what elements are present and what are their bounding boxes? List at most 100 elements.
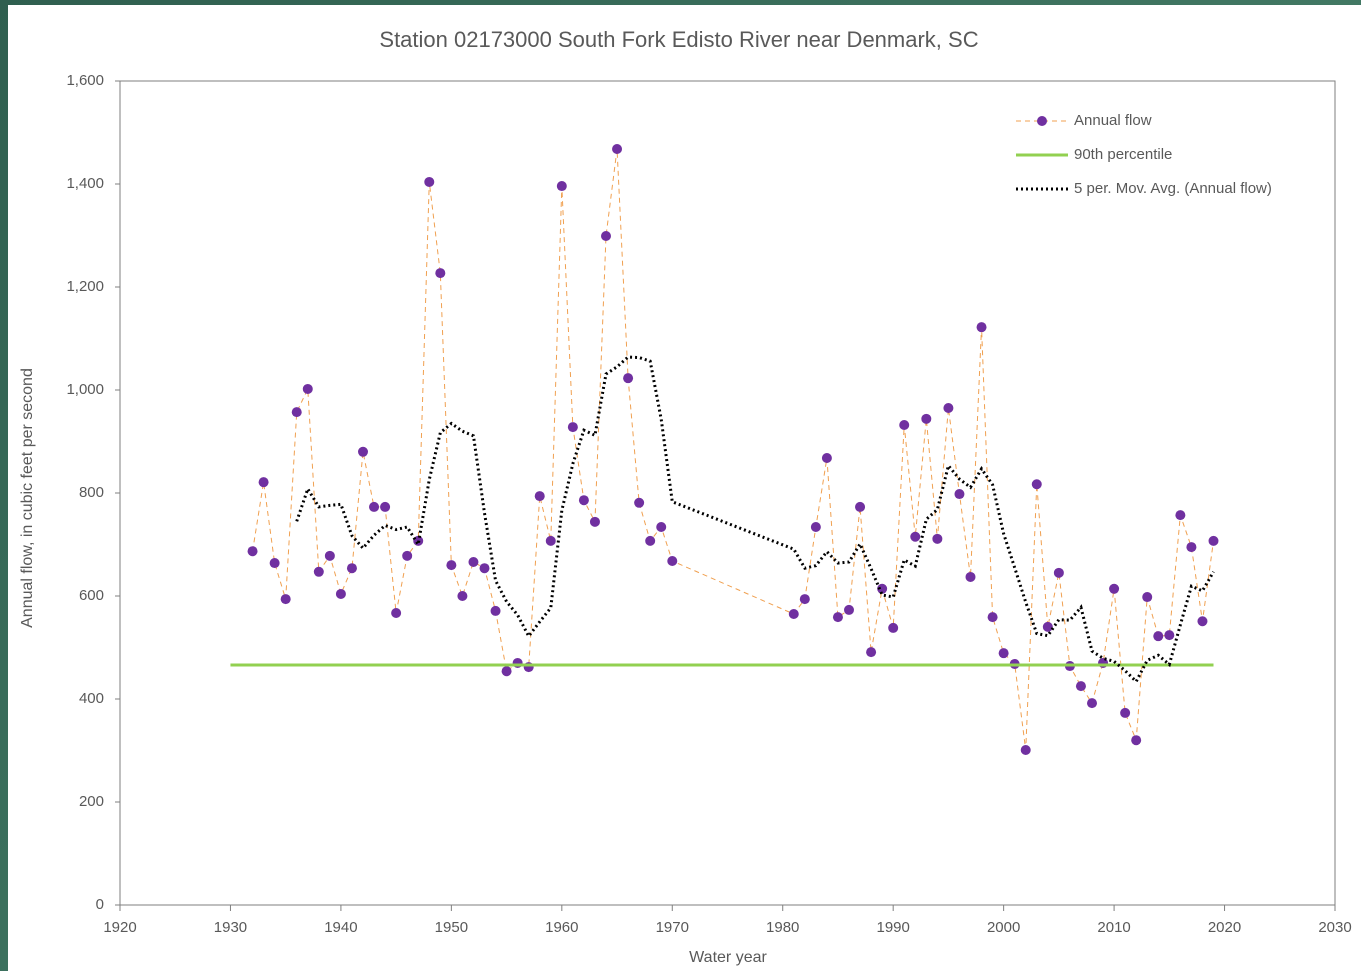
data-point bbox=[567, 422, 578, 433]
y-tick-label: 400 bbox=[79, 690, 104, 707]
legend-label: 90th percentile bbox=[1074, 146, 1172, 163]
data-point bbox=[247, 546, 258, 557]
data-point bbox=[1164, 630, 1175, 641]
x-tick-label: 1950 bbox=[435, 919, 468, 936]
x-axis-label: Water year bbox=[689, 949, 767, 966]
data-point bbox=[910, 531, 921, 542]
data-point bbox=[976, 322, 987, 333]
plot-frame bbox=[119, 80, 1336, 906]
legend-marker bbox=[1037, 116, 1047, 126]
data-point bbox=[634, 497, 645, 508]
data-point bbox=[468, 557, 479, 568]
data-point bbox=[1020, 744, 1031, 755]
data-point bbox=[1197, 616, 1208, 627]
data-point bbox=[534, 491, 545, 502]
y-tick-label: 200 bbox=[79, 793, 104, 810]
data-point bbox=[1153, 631, 1164, 642]
data-point bbox=[490, 605, 501, 616]
series-line bbox=[295, 355, 1215, 684]
data-point bbox=[1109, 583, 1120, 594]
data-point bbox=[369, 501, 380, 512]
data-point bbox=[457, 591, 468, 601]
data-point bbox=[866, 647, 877, 658]
data-point bbox=[877, 583, 888, 594]
data-point bbox=[921, 413, 932, 424]
data-point bbox=[346, 563, 357, 574]
data-point bbox=[888, 622, 899, 633]
chart: Station 02173000 South Fork Edisto River… bbox=[8, 5, 1361, 971]
data-point bbox=[998, 648, 1009, 659]
data-point bbox=[1186, 542, 1197, 553]
y-tick-label: 1,000 bbox=[66, 381, 104, 398]
data-point bbox=[391, 607, 402, 618]
data-point bbox=[965, 571, 976, 582]
data-point bbox=[324, 550, 335, 561]
data-point bbox=[832, 612, 843, 623]
x-tick-label: 2030 bbox=[1318, 919, 1351, 936]
x-tick-label: 1940 bbox=[324, 919, 357, 936]
data-point bbox=[656, 521, 667, 532]
data-point bbox=[291, 407, 302, 418]
data-point bbox=[855, 501, 866, 512]
data-point bbox=[623, 373, 634, 384]
data-point bbox=[645, 535, 656, 546]
data-point bbox=[943, 403, 954, 414]
data-point bbox=[302, 383, 313, 394]
data-point bbox=[280, 594, 291, 605]
data-point bbox=[589, 516, 600, 527]
y-tick-label: 1,400 bbox=[66, 175, 104, 192]
data-point bbox=[844, 604, 854, 615]
data-point bbox=[821, 452, 832, 463]
data-point bbox=[446, 560, 457, 571]
data-point bbox=[954, 489, 965, 500]
data-point bbox=[1087, 698, 1097, 709]
data-point bbox=[380, 501, 391, 512]
x-tick-label: 1930 bbox=[214, 919, 247, 936]
data-point bbox=[269, 558, 280, 569]
data-point bbox=[1075, 681, 1086, 692]
data-point bbox=[1042, 621, 1053, 632]
chart-title: Station 02173000 South Fork Edisto River… bbox=[379, 27, 978, 52]
x-tick-label: 2020 bbox=[1208, 919, 1241, 936]
data-point bbox=[335, 588, 346, 599]
data-point bbox=[810, 521, 821, 532]
x-tick-label: 2010 bbox=[1097, 919, 1130, 936]
y-tick-label: 800 bbox=[79, 484, 104, 501]
data-point bbox=[799, 594, 810, 605]
y-axis-label: Annual flow, in cubic feet per second bbox=[19, 368, 36, 628]
series-line bbox=[252, 148, 1214, 751]
x-tick-label: 2000 bbox=[987, 919, 1020, 936]
y-tick-label: 1,200 bbox=[66, 278, 104, 295]
x-tick-label: 1960 bbox=[545, 919, 578, 936]
data-point bbox=[601, 231, 611, 242]
data-point bbox=[479, 563, 490, 574]
data-point bbox=[501, 666, 512, 677]
legend-label: 5 per. Mov. Avg. (Annual flow) bbox=[1074, 180, 1272, 197]
data-point bbox=[313, 566, 324, 577]
data-point bbox=[612, 143, 623, 154]
y-tick-label: 600 bbox=[79, 587, 104, 604]
data-point bbox=[899, 420, 910, 431]
data-point bbox=[987, 612, 998, 623]
data-point bbox=[258, 477, 269, 488]
data-point bbox=[402, 550, 413, 561]
data-point bbox=[667, 555, 678, 566]
x-tick-label: 1970 bbox=[656, 919, 689, 936]
data-point bbox=[1131, 735, 1142, 746]
x-tick-label: 1980 bbox=[766, 919, 799, 936]
data-point bbox=[932, 533, 943, 544]
x-tick-label: 1920 bbox=[103, 919, 136, 936]
data-point bbox=[1142, 592, 1153, 603]
data-point bbox=[424, 176, 435, 187]
x-tick-label: 1990 bbox=[876, 919, 909, 936]
data-point bbox=[1053, 567, 1064, 578]
data-point bbox=[556, 181, 567, 192]
data-point bbox=[435, 268, 446, 279]
y-tick-label: 1,600 bbox=[66, 72, 104, 89]
y-tick-label: 0 bbox=[96, 896, 104, 913]
data-point bbox=[788, 609, 799, 620]
data-point bbox=[1031, 479, 1042, 490]
data-point bbox=[578, 495, 589, 506]
data-point bbox=[1120, 707, 1131, 718]
